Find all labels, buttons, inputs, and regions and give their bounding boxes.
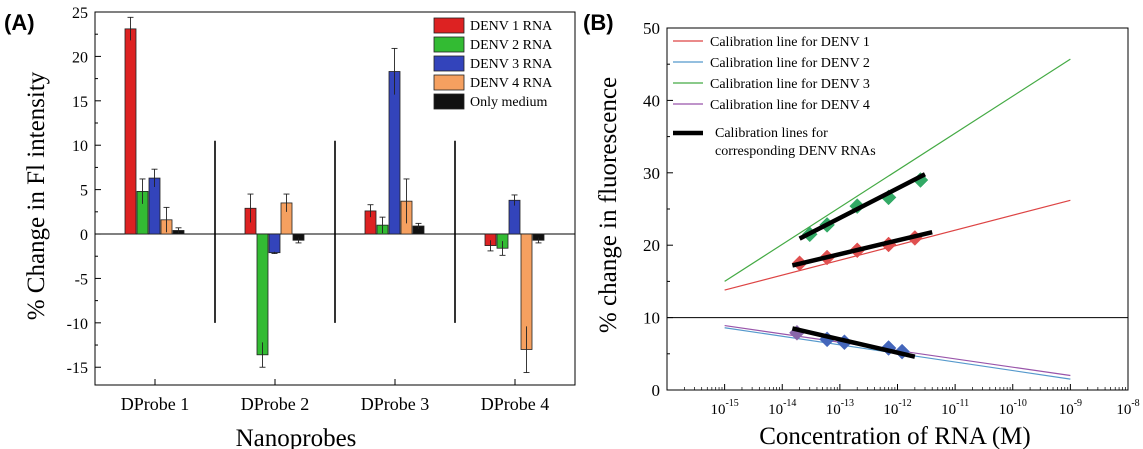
legend-swatch [433, 17, 465, 34]
panel-a-x-axis-title: Nanoprobes [236, 425, 357, 449]
legend-label: Calibration line for DENV 3 [710, 77, 870, 92]
panel-b-y-tick-label: 10 [643, 309, 660, 328]
legend-label: DENV 3 RNA [470, 57, 553, 72]
panel-b-x-tick-label: 10-12 [883, 398, 911, 418]
calibration-line [724, 58, 1071, 282]
legend-swatch [433, 93, 465, 110]
panel-a-y-tick-label: -15 [67, 360, 88, 377]
panel-b-x-tick-label: 10-8 [1116, 398, 1139, 418]
panel-a-x-tick-label: DProbe 1 [121, 394, 190, 414]
panel-b-x-tick-label: 10-13 [826, 398, 854, 418]
panel-b-x-tick-label: 10-14 [768, 398, 796, 418]
legend-swatch [433, 74, 465, 91]
legend-swatch [433, 36, 465, 53]
fit-line [791, 229, 933, 268]
panel-b-y-tick-label: 30 [643, 164, 660, 183]
panel-a-y-tick-label: -10 [67, 316, 88, 333]
bar [388, 71, 401, 235]
legend-label: DENV 2 RNA [470, 38, 553, 53]
panel-a-y-tick-label: 0 [80, 227, 88, 244]
panel-b-y-axis-title: % change in fluorescence [595, 77, 622, 333]
panel-b-x-tick-label: 10-10 [999, 398, 1027, 418]
panel-b-y-tick-label: 20 [643, 236, 660, 255]
panel-a-plot: -15 -10 -5 0 5 10 15 20 25 DProbe 1 DProbe 2 DProbe… [67, 5, 576, 414]
panel-a-y-axis-title: % Change in Fl intensity [23, 71, 50, 320]
panel-a-y-tick-label: 15 [72, 94, 88, 111]
calibration-line [724, 199, 1071, 291]
panel-b-x-tick-label: 10-11 [941, 398, 969, 418]
panel-a-x-tick-label: DProbe 2 [241, 394, 310, 414]
panel-a-y-tick-label: 20 [72, 49, 88, 66]
panel-b-x-axis-title: Concentration of RNA (M) [759, 423, 1030, 449]
panel-a-frame [94, 11, 576, 386]
legend-fit-label: Calibration lines for [715, 126, 828, 141]
panel-a: (A) -15 -10 -5 0 5 10 15 20 25 DProbe 1 DProbe 2 DP… [4, 5, 576, 449]
bar [268, 233, 281, 254]
legend-label: Calibration line for DENV 2 [710, 56, 870, 71]
legend-label: Calibration line for DENV 1 [710, 35, 870, 50]
panel-b-letter: (B) [583, 10, 614, 35]
fit-line [791, 326, 916, 359]
panel-a-y-tick-label: -5 [75, 271, 88, 288]
panel-a-x-tick-label: DProbe 3 [361, 394, 430, 414]
bar [124, 28, 137, 235]
panel-b-x-tick-label: 10-9 [1059, 398, 1082, 418]
legend-label: DENV 4 RNA [470, 76, 553, 91]
panel-a-letter: (A) [4, 10, 35, 35]
legend-label: DENV 1 RNA [470, 19, 553, 34]
bar [256, 233, 269, 356]
panel-b-y-tick-label: 40 [643, 91, 660, 110]
legend-label: Calibration line for DENV 4 [710, 98, 870, 113]
panel-b-y-tick-label: 50 [643, 19, 660, 38]
legend-label: Only medium [470, 95, 547, 110]
legend-fit-label: corresponding DENV RNAs [715, 144, 876, 159]
panel-a-y-tick-label: 10 [72, 138, 88, 155]
panel-b-y-tick-label: 0 [652, 381, 661, 400]
panel-b-plot: 0 10 20 30 40 50 10-15 10-14 10-13 10-12 10-11 10-1… [643, 19, 1140, 418]
panel-a-y-tick-label: 25 [72, 5, 88, 22]
legend-swatch [433, 55, 465, 72]
panel-a-x-tick-label: DProbe 4 [481, 394, 550, 414]
fit-line [798, 172, 927, 241]
panel-b-x-tick-label: 10-15 [710, 398, 738, 418]
panel-b: (B) 0 10 20 30 40 50 10-15 10-14 10-13 10-12 10-11… [583, 10, 1140, 449]
panel-a-y-tick-label: 5 [80, 183, 88, 200]
